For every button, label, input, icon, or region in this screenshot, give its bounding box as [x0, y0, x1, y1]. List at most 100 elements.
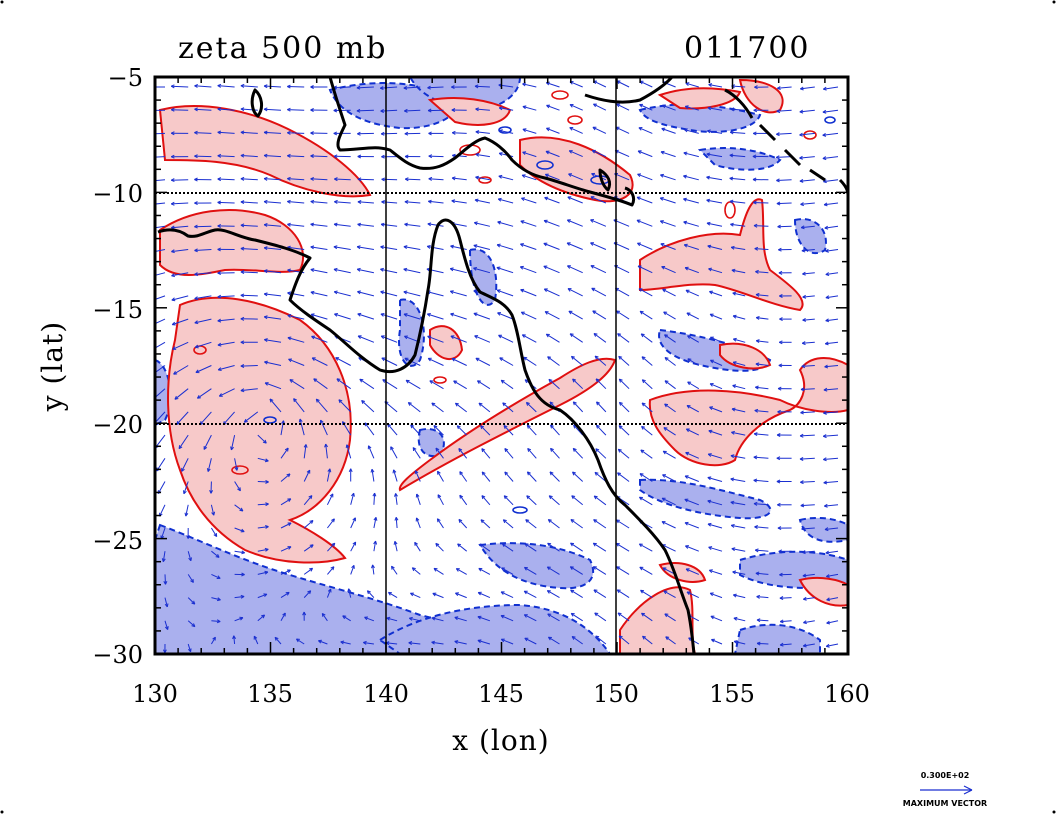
wind-vector-head [803, 620, 807, 625]
wind-vector [187, 574, 194, 583]
wind-vector [217, 155, 235, 158]
wind-vector-head [595, 378, 600, 383]
wind-vector [637, 150, 653, 158]
wind-vector [590, 242, 607, 250]
wind-vector-head [662, 450, 667, 455]
wind-vector-head [777, 386, 782, 391]
wind-vector [545, 173, 560, 181]
wind-vector [639, 80, 653, 88]
wind-vector-head [287, 199, 291, 204]
wind-vector-head [521, 174, 526, 178]
wind-vector-head [799, 109, 804, 114]
wind-vector-head [481, 495, 486, 500]
wind-vector [823, 86, 839, 90]
wind-vector [403, 268, 421, 274]
wind-vector-head [282, 612, 286, 617]
wind-vector-head [548, 495, 553, 500]
wind-vector [454, 616, 467, 622]
wind-vector [502, 402, 514, 413]
wind-vector-head [170, 107, 175, 112]
wind-vector-head [308, 495, 313, 500]
wind-vector [436, 518, 444, 529]
wind-vector-head [348, 468, 353, 473]
wind-vector-head [473, 312, 478, 317]
wind-vector [243, 411, 259, 423]
wind-vector [411, 567, 421, 575]
wind-vector [710, 336, 723, 343]
wind-vector [732, 385, 746, 390]
wind-vector [210, 636, 216, 645]
wind-vector [504, 471, 514, 482]
wind-vector-head [148, 86, 151, 89]
wind-vector-head [194, 224, 198, 229]
wind-vector [274, 636, 282, 645]
wind-vector [823, 457, 839, 460]
wind-vector [287, 178, 305, 181]
wind-vector-head [755, 362, 760, 367]
wind-vector [310, 201, 328, 204]
wind-vector [800, 86, 815, 90]
wind-vector-head [638, 543, 643, 548]
wind-vector-head [684, 475, 689, 479]
wind-vector [320, 419, 328, 436]
wind-vector [380, 291, 398, 297]
wind-vector-head [173, 371, 178, 375]
wind-vector [756, 596, 769, 599]
wind-vector [687, 381, 700, 390]
wind-vector-head [148, 156, 151, 159]
wind-vector [303, 520, 314, 529]
wind-vector-head [359, 378, 364, 383]
wind-vector-head [403, 245, 408, 250]
wind-vector-head [522, 82, 527, 87]
wind-vector-head [730, 500, 735, 505]
wind-vector [522, 106, 537, 111]
wind-vector-head [149, 299, 153, 302]
wind-vector-head [293, 398, 298, 403]
wind-vector [234, 481, 241, 492]
wind-vector [211, 573, 221, 579]
wind-vector [709, 313, 723, 320]
wind-vector [303, 469, 311, 482]
wind-vector [478, 592, 491, 599]
wind-vector-head [404, 357, 409, 362]
wind-vector-head [590, 196, 595, 200]
wind-vector [638, 127, 653, 134]
wind-vector [660, 220, 676, 227]
wind-vector-head [802, 573, 807, 578]
wind-vector-head [475, 152, 480, 157]
wind-vector-head [800, 410, 804, 415]
wind-vector [183, 481, 189, 494]
wind-vector [474, 199, 491, 204]
wind-vector [427, 357, 444, 366]
wind-vector-head [687, 335, 692, 339]
wind-vector-head [407, 402, 412, 406]
wind-vector-head [639, 310, 644, 315]
wind-vector [475, 153, 490, 158]
wind-vector-head [211, 511, 216, 516]
wind-vector-head [241, 572, 245, 577]
wind-vector [264, 178, 282, 181]
wind-vector [684, 244, 699, 250]
wind-vector-head [525, 401, 530, 406]
wind-vector-head [453, 380, 458, 385]
wind-vector-head [213, 533, 218, 538]
wind-vector-head [188, 557, 192, 562]
wind-vector [614, 265, 630, 274]
wind-vector [391, 565, 398, 575]
wind-vector [234, 596, 245, 599]
wind-vector [663, 311, 676, 320]
wind-vector-head [480, 425, 485, 430]
wind-vector-head [240, 270, 245, 275]
wind-vector [801, 225, 815, 229]
wind-vector-head [334, 313, 338, 317]
wind-vector-head [590, 219, 595, 223]
wind-vector [342, 615, 351, 622]
wind-vector-head [732, 570, 737, 575]
wind-vector [729, 154, 746, 158]
wind-vector-head [778, 340, 783, 345]
wind-vector [731, 269, 746, 274]
wind-vector-head [731, 547, 736, 552]
wind-vector-head [779, 572, 783, 577]
wind-vector [755, 271, 769, 274]
wind-vector [403, 291, 421, 297]
